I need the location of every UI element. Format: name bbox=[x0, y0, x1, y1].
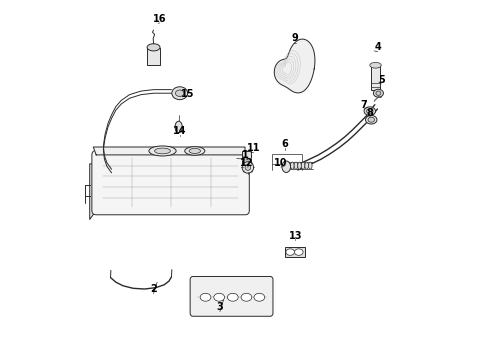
Text: 8: 8 bbox=[367, 108, 373, 118]
Text: 12: 12 bbox=[241, 158, 254, 168]
Text: 16: 16 bbox=[153, 14, 167, 24]
Ellipse shape bbox=[185, 147, 205, 155]
Ellipse shape bbox=[242, 162, 254, 173]
Ellipse shape bbox=[301, 162, 305, 169]
Ellipse shape bbox=[245, 165, 251, 170]
Ellipse shape bbox=[298, 162, 301, 169]
Ellipse shape bbox=[172, 87, 188, 100]
Ellipse shape bbox=[370, 62, 381, 68]
Text: 15: 15 bbox=[181, 89, 195, 99]
Text: 4: 4 bbox=[374, 42, 381, 52]
Ellipse shape bbox=[376, 91, 381, 95]
Polygon shape bbox=[274, 39, 315, 93]
Bar bbox=[272, 154, 302, 164]
Ellipse shape bbox=[294, 249, 303, 255]
Bar bbox=[242, 151, 251, 164]
Ellipse shape bbox=[294, 162, 298, 169]
Bar bbox=[147, 48, 160, 65]
Ellipse shape bbox=[373, 89, 383, 97]
Ellipse shape bbox=[366, 116, 377, 124]
Bar bbox=[285, 247, 305, 257]
Ellipse shape bbox=[254, 293, 265, 301]
Ellipse shape bbox=[147, 44, 160, 51]
Ellipse shape bbox=[175, 121, 182, 133]
Polygon shape bbox=[93, 147, 245, 155]
Text: 6: 6 bbox=[282, 139, 289, 149]
Text: 2: 2 bbox=[150, 284, 157, 294]
Text: 5: 5 bbox=[378, 75, 385, 85]
Text: 7: 7 bbox=[361, 100, 368, 110]
Ellipse shape bbox=[286, 249, 294, 255]
Bar bbox=[371, 66, 380, 90]
Text: 1: 1 bbox=[242, 150, 248, 160]
Ellipse shape bbox=[305, 162, 309, 169]
Ellipse shape bbox=[291, 162, 294, 169]
Ellipse shape bbox=[287, 162, 291, 169]
Ellipse shape bbox=[227, 293, 238, 301]
Text: 10: 10 bbox=[274, 158, 288, 168]
Ellipse shape bbox=[364, 107, 375, 116]
Text: 13: 13 bbox=[289, 231, 302, 240]
Ellipse shape bbox=[175, 90, 184, 96]
Ellipse shape bbox=[214, 293, 224, 301]
Ellipse shape bbox=[368, 117, 374, 122]
Ellipse shape bbox=[367, 109, 373, 114]
Text: 11: 11 bbox=[247, 143, 260, 153]
Text: 14: 14 bbox=[173, 126, 187, 136]
Ellipse shape bbox=[309, 162, 312, 169]
Text: 3: 3 bbox=[217, 302, 223, 312]
Polygon shape bbox=[90, 155, 245, 220]
Ellipse shape bbox=[200, 293, 211, 301]
Ellipse shape bbox=[241, 293, 252, 301]
FancyBboxPatch shape bbox=[190, 276, 273, 316]
Ellipse shape bbox=[149, 146, 176, 156]
Ellipse shape bbox=[282, 161, 291, 172]
Ellipse shape bbox=[189, 148, 200, 153]
Ellipse shape bbox=[155, 148, 171, 154]
FancyBboxPatch shape bbox=[92, 150, 249, 215]
Text: 9: 9 bbox=[291, 33, 298, 43]
